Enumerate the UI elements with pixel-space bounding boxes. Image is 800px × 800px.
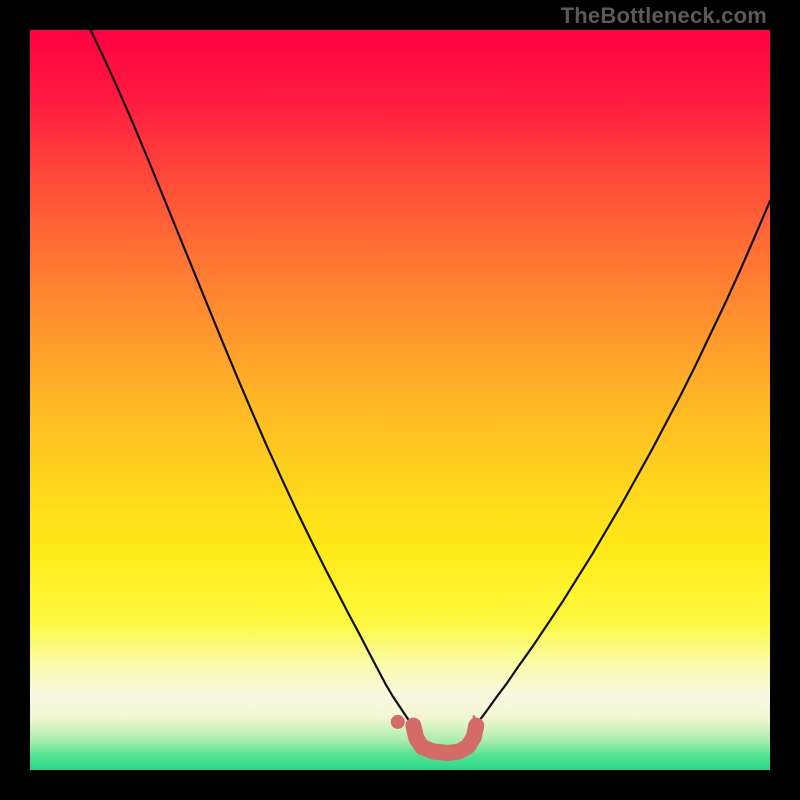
border-left	[0, 0, 30, 800]
border-bottom	[0, 770, 800, 800]
watermark-text: TheBottleneck.com	[561, 3, 767, 29]
chart-stage: TheBottleneck.com	[0, 0, 800, 800]
plot-area	[30, 30, 770, 770]
border-right	[770, 0, 800, 800]
